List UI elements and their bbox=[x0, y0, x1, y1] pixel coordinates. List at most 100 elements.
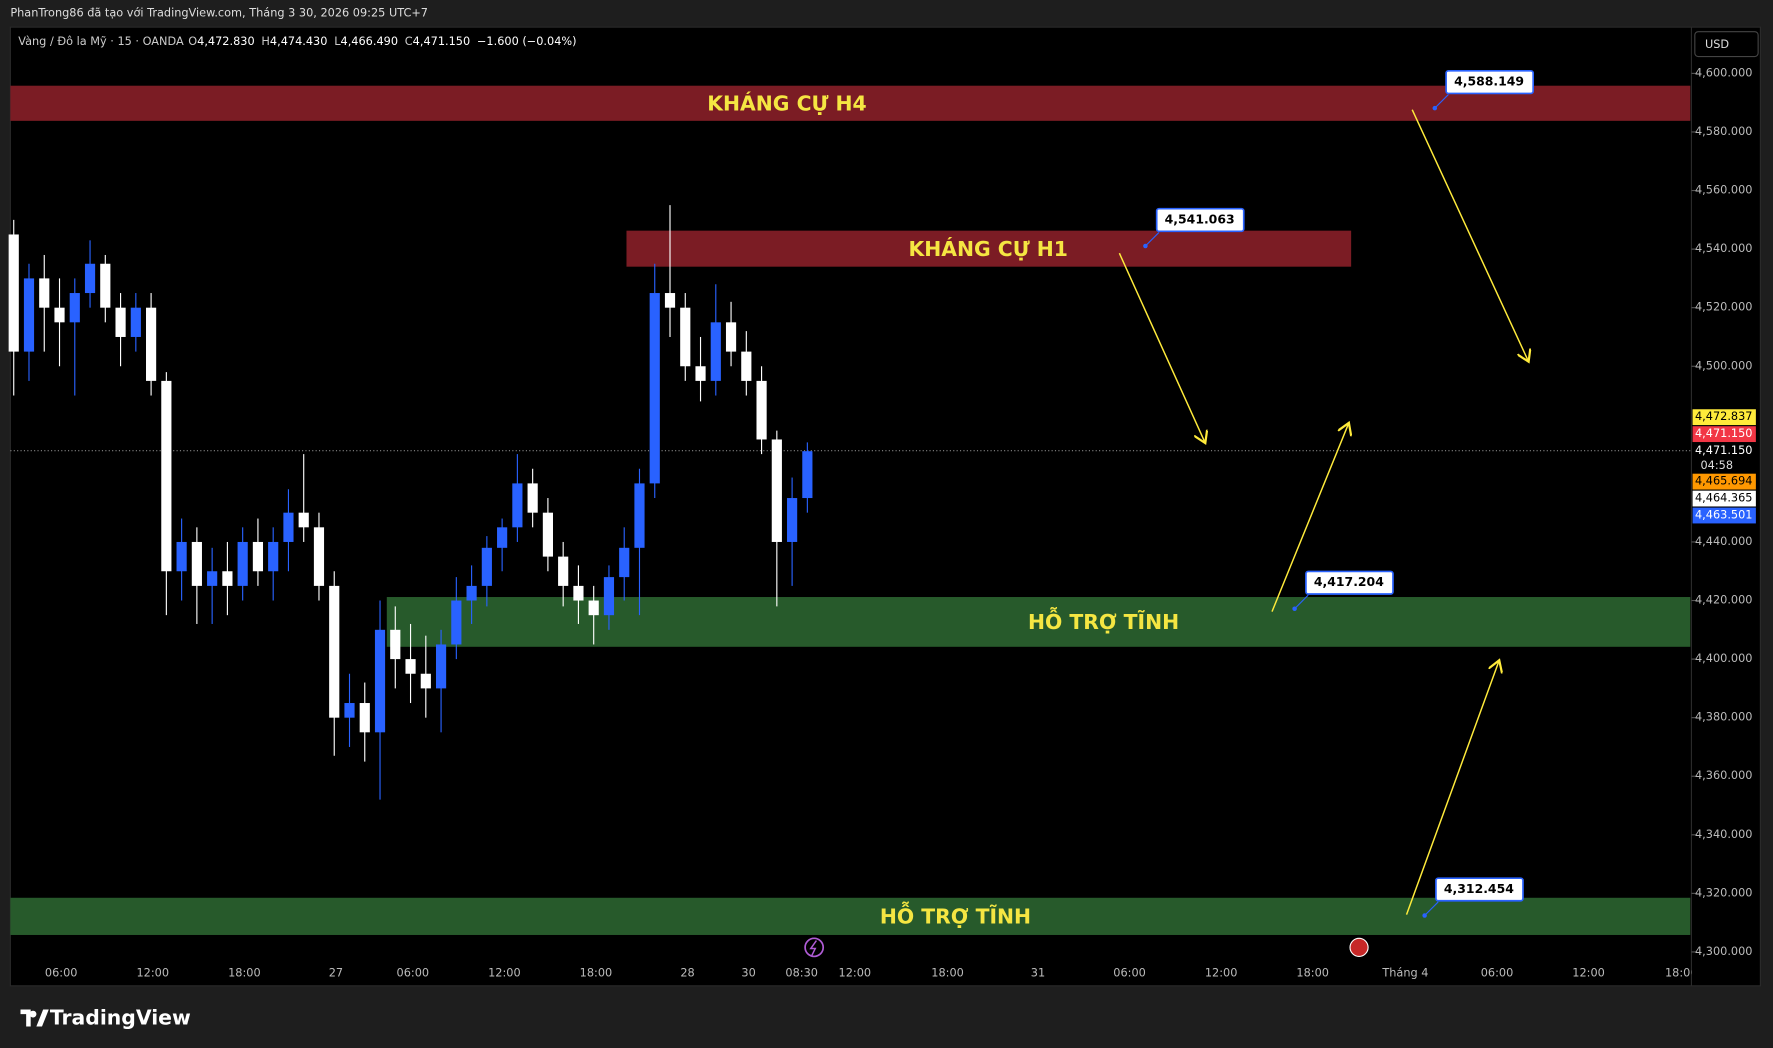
brand: TradingView bbox=[50, 1006, 191, 1030]
y-tick-label: 4,420.000 bbox=[1695, 594, 1753, 607]
currency[interactable]: USD bbox=[1705, 38, 1729, 51]
candle-body bbox=[237, 541, 248, 586]
brand-logo bbox=[20, 1009, 49, 1027]
candle-body bbox=[390, 629, 401, 660]
x-tick-label: 06:00 bbox=[45, 966, 78, 979]
callout-leader bbox=[1434, 94, 1449, 109]
x-tick-label: Tháng 4 bbox=[1381, 966, 1428, 979]
candle-body bbox=[313, 527, 325, 586]
ohlc-value: 4,472.830 bbox=[197, 35, 255, 48]
event-icon[interactable] bbox=[804, 937, 825, 958]
callout-leader bbox=[1144, 232, 1160, 247]
callout-box bbox=[1155, 207, 1245, 233]
candle-body bbox=[161, 380, 172, 572]
arrow bbox=[1405, 660, 1500, 915]
candle-body bbox=[146, 307, 157, 381]
callout-label: 4,588.149 bbox=[1454, 74, 1524, 89]
ohlc-key: O bbox=[188, 35, 197, 48]
ohlc-key: H bbox=[261, 35, 270, 48]
callout-box bbox=[1445, 69, 1535, 95]
x-tick-label: 31 bbox=[1031, 966, 1045, 979]
ohlc-key: C bbox=[405, 35, 413, 48]
candle-body bbox=[252, 541, 264, 572]
callout-point bbox=[1422, 913, 1427, 918]
candle-body bbox=[298, 512, 309, 528]
y-tick-label: 4,540.000 bbox=[1695, 242, 1753, 255]
x-tick-label: 06:00 bbox=[1113, 966, 1146, 979]
zone bbox=[10, 85, 1691, 121]
candle-body bbox=[191, 541, 202, 586]
legend: Vàng / Đô la Mỹ · 15 · OANDA O4,472.830 H 4… bbox=[18, 35, 576, 48]
candle-body bbox=[664, 293, 676, 308]
candle-body bbox=[420, 673, 431, 689]
event-icon bbox=[809, 940, 818, 956]
chart-area bbox=[9, 26, 1761, 987]
candle-body bbox=[283, 512, 294, 542]
x-tick-label: 12:00 bbox=[137, 966, 170, 979]
candle-body bbox=[725, 322, 737, 352]
event-icon[interactable] bbox=[1349, 937, 1369, 957]
candle-body bbox=[8, 234, 19, 352]
candle-body bbox=[787, 498, 798, 542]
x-tick-label: 06:00 bbox=[397, 966, 430, 979]
arrow bbox=[1118, 252, 1205, 443]
candle-body bbox=[130, 307, 141, 337]
candle-body bbox=[405, 659, 416, 674]
price-tag bbox=[1692, 473, 1756, 490]
price-tag-label: 4,472.837 bbox=[1695, 410, 1753, 423]
callout-box bbox=[1305, 570, 1394, 595]
zone-label: HỖ TRỢ TĨNH bbox=[1028, 606, 1179, 634]
candle-body bbox=[603, 577, 615, 616]
candle-body bbox=[481, 547, 492, 586]
header: PhanTrong86 đã tạo với TradingView.com, … bbox=[10, 7, 428, 20]
callout-label: 4,541.063 bbox=[1165, 211, 1235, 226]
candle-body bbox=[497, 527, 508, 548]
candle-body bbox=[542, 512, 553, 557]
arrow bbox=[1271, 423, 1349, 612]
price-tag bbox=[1692, 443, 1756, 475]
x-tick-label: 12:00 bbox=[488, 966, 521, 979]
x-tick-label: 18:00 bbox=[1665, 966, 1698, 979]
candle-body bbox=[573, 585, 584, 601]
y-tick-label: 4,340.000 bbox=[1695, 828, 1753, 841]
zone bbox=[10, 897, 1691, 935]
y-tick-label: 4,580.000 bbox=[1695, 125, 1753, 138]
callout-leader bbox=[1294, 594, 1309, 610]
candle-body bbox=[115, 307, 126, 337]
zone-label: KHÁNG CỰ H1 bbox=[909, 236, 1068, 261]
currency-button[interactable] bbox=[1694, 31, 1759, 58]
change: −1.600 (−0.04%) bbox=[477, 35, 577, 48]
y-tick-label: 4,560.000 bbox=[1695, 184, 1753, 197]
candle-body bbox=[756, 380, 767, 440]
candle-body bbox=[435, 644, 447, 689]
candle-body bbox=[451, 600, 462, 645]
candle-body bbox=[374, 629, 386, 733]
callout-label: 4,312.454 bbox=[1444, 881, 1514, 896]
candle-body bbox=[649, 293, 660, 484]
zone-label: HỖ TRỢ TĨNH bbox=[880, 901, 1031, 929]
x-tick-label: 27 bbox=[329, 966, 343, 979]
candle-body bbox=[710, 322, 721, 381]
candle-body bbox=[359, 703, 370, 733]
candle-body bbox=[84, 263, 96, 294]
x-tick-label: 08:30 bbox=[785, 966, 818, 979]
callout-leader bbox=[1424, 901, 1439, 916]
x-tick-label: 18:00 bbox=[228, 966, 261, 979]
candle-body bbox=[512, 483, 523, 528]
y-tick-label: 4,380.000 bbox=[1695, 711, 1753, 724]
callout-label: 4,417.204 bbox=[1314, 574, 1384, 589]
candle-body bbox=[54, 307, 65, 323]
symbol: Vàng / Đô la Mỹ · 15 · OANDA bbox=[18, 35, 184, 48]
candle-body bbox=[802, 451, 813, 499]
y-tick-label: 4,520.000 bbox=[1695, 301, 1753, 314]
y-tick-label: 4,500.000 bbox=[1695, 359, 1753, 372]
ohlc-value: 4,466.490 bbox=[341, 35, 399, 48]
candle-body bbox=[176, 541, 187, 572]
price-tag-label: 4,465.694 bbox=[1695, 475, 1753, 488]
y-tick-label: 4,360.000 bbox=[1695, 769, 1753, 782]
candle-body bbox=[222, 571, 233, 586]
candle-body bbox=[619, 547, 630, 578]
price-tag-label: 4,464.365 bbox=[1695, 492, 1753, 505]
callout-point bbox=[1292, 606, 1297, 611]
y-tick-label: 4,440.000 bbox=[1695, 535, 1753, 548]
